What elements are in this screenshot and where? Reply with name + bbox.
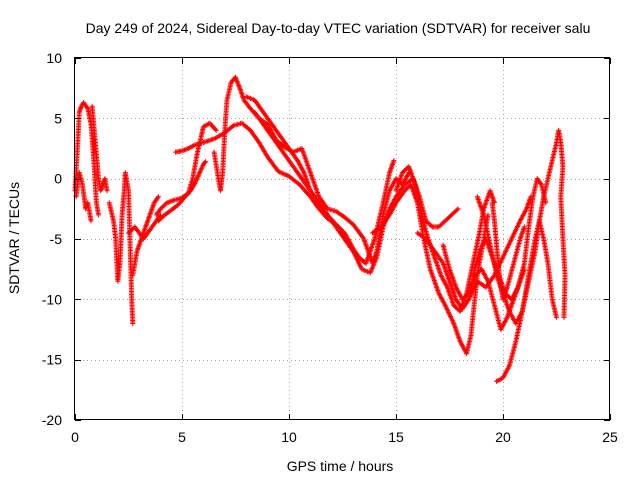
plot-frame — [74, 57, 610, 420]
data-point — [485, 212, 491, 218]
data-point — [88, 218, 94, 224]
y-tick-label: -20 — [42, 412, 62, 428]
x-tick-labels: 0 5 10 15 20 25 — [71, 429, 618, 445]
y-tick-label: -10 — [42, 291, 62, 307]
chart-title: Day 249 of 2024, Sidereal Day-to-day VTE… — [86, 20, 591, 36]
data-point — [96, 212, 102, 218]
y-tick-label: -5 — [50, 231, 63, 247]
data-point — [203, 159, 209, 165]
data-series — [155, 159, 209, 224]
data-point — [213, 127, 219, 133]
y-axis-label: SDTVAR / TECUs — [6, 182, 22, 294]
data-point — [428, 223, 434, 229]
x-tick-label: 25 — [602, 429, 618, 445]
grid — [75, 58, 610, 420]
data-series — [89, 103, 110, 194]
data-point — [521, 224, 527, 230]
data-point — [130, 320, 136, 326]
x-tick-label: 0 — [71, 429, 79, 445]
data-point — [155, 194, 161, 200]
data-point — [561, 314, 567, 320]
data-series — [73, 170, 94, 224]
data-series — [252, 109, 397, 266]
data-series — [489, 200, 527, 302]
y-tick-label: 10 — [46, 50, 62, 66]
data-points — [72, 74, 568, 384]
x-tick-label: 10 — [281, 429, 297, 445]
x-tick-label: 5 — [178, 429, 186, 445]
x-tick-label: 15 — [388, 429, 404, 445]
data-series — [130, 194, 161, 278]
axis-ticks — [75, 58, 611, 421]
data-point — [202, 160, 208, 166]
x-axis-label: GPS time / hours — [287, 458, 394, 474]
x-tick-label: 20 — [495, 429, 511, 445]
y-tick-label: -15 — [42, 352, 62, 368]
y-tick-label: 0 — [54, 171, 62, 187]
data-point — [554, 314, 559, 320]
data-point — [454, 207, 460, 213]
y-tick-labels: -20 -15 -10 -5 0 5 10 — [42, 50, 62, 428]
data-point — [104, 188, 110, 194]
data-series — [106, 170, 136, 326]
data-point — [391, 158, 397, 164]
y-tick-label: 5 — [54, 110, 62, 126]
data-point — [212, 126, 218, 132]
data-point — [455, 206, 461, 212]
